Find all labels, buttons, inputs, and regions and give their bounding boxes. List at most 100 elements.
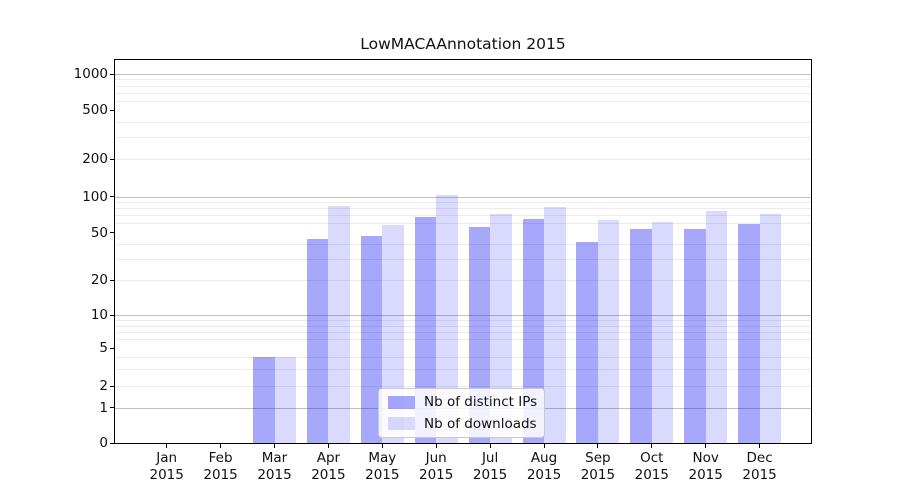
minor-gridline [115,258,811,260]
chart-title: LowMACAAnnotation 2015 [360,35,566,53]
x-tick-year: 2015 [203,467,238,483]
bar [253,357,275,443]
x-axis-tick [327,444,329,448]
bar [759,214,782,443]
legend-label: Nb of distinct IPs [424,394,538,411]
x-tick-label: Dec 2015 [728,450,792,484]
minor-gridline [115,208,811,210]
x-tick-month: Jan [156,450,178,466]
minor-gridline [115,320,811,322]
minor-gridline [115,244,811,246]
bar [436,194,458,443]
x-tick-label: Feb 2015 [189,450,253,484]
y-tick-label: 5 [99,340,108,356]
minor-gridline [115,386,811,387]
y-tick-label: 100 [82,188,108,205]
x-tick-month: Feb [208,450,233,466]
minor-gridline [115,331,811,333]
x-tick-label: Jun 2015 [404,450,468,484]
x-tick-year: 2015 [257,467,292,483]
y-tick-label: 0 [99,435,108,451]
y-axis-tick [110,232,114,233]
legend-swatch [388,395,415,409]
x-tick-year: 2015 [526,467,562,483]
major-gridline [115,315,811,316]
x-tick-year: 2015 [580,467,616,483]
x-tick-label: May 2015 [350,450,414,484]
y-tick-label: 500 [82,102,108,118]
x-tick-month: Nov [692,450,719,466]
bar [576,241,598,443]
x-tick-year: 2015 [634,467,669,483]
x-tick-label: Nov 2015 [674,450,738,484]
minor-gridline [115,223,811,225]
bar [306,239,329,443]
x-tick-year: 2015 [419,467,454,483]
minor-gridline [115,201,811,203]
bar [705,211,728,443]
minor-gridline [115,85,811,87]
y-axis-tick [110,385,114,387]
minor-gridline [115,92,811,94]
minor-gridline [115,79,811,81]
bar [738,223,760,443]
x-axis-tick [166,444,168,448]
bar [630,229,652,443]
legend-swatch [388,417,415,431]
legend: Nb of distinct IPs Nb of downloads [378,388,545,438]
x-tick-label: Aug 2015 [512,450,576,484]
x-axis-tick [651,444,653,448]
y-tick-label: 200 [82,151,108,167]
y-tick-label: 10 [90,307,108,323]
x-tick-month: Aug [530,450,558,466]
bar [490,214,512,443]
x-tick-month: Mar [261,450,288,466]
x-axis-tick [435,444,437,448]
y-axis-tick [110,347,114,349]
minor-gridline [115,357,811,359]
y-axis-tick [110,314,114,316]
x-tick-month: May [368,450,397,466]
x-tick-label: Jul 2015 [458,450,522,484]
minor-gridline [115,121,811,123]
x-tick-month: Oct [640,450,664,466]
minor-gridline [115,325,811,327]
x-tick-label: Apr 2015 [296,450,360,484]
legend-item: Nb of distinct IPs [388,394,544,410]
x-tick-year: 2015 [149,467,184,483]
x-tick-label: Jan 2015 [135,450,199,484]
y-tick-label: 2 [99,378,108,394]
x-tick-month: Apr [316,450,341,466]
y-axis-tick [110,109,114,111]
minor-gridline [115,159,811,160]
y-tick-label: 20 [90,272,108,288]
x-axis-tick [381,444,383,448]
bar [544,207,566,443]
bar [684,228,706,443]
minor-gridline [115,280,811,281]
bar [414,216,437,443]
x-tick-year: 2015 [688,467,723,483]
x-tick-year: 2015 [311,467,346,483]
x-axis-tick [274,444,275,448]
x-tick-year: 2015 [472,467,508,483]
major-gridline [115,74,811,75]
y-tick-label: 1 [99,399,108,416]
y-axis-tick [110,73,114,75]
x-tick-label: Mar 2015 [243,450,307,484]
x-tick-month: Jun [425,450,447,466]
plot-area: Nb of distinct IPs Nb of downloads [114,59,812,444]
minor-gridline [115,137,811,139]
y-axis-tick [110,158,114,160]
bar [522,218,544,443]
bar [597,219,620,443]
x-tick-label: Oct 2015 [620,450,684,484]
x-tick-year: 2015 [365,467,400,483]
y-tick-label: 1000 [73,66,108,82]
x-axis-tick [759,444,761,448]
x-tick-label: Sep 2015 [566,450,630,484]
bar [360,235,383,443]
x-axis-tick [705,444,707,448]
legend-label: Nb of downloads [424,415,537,432]
